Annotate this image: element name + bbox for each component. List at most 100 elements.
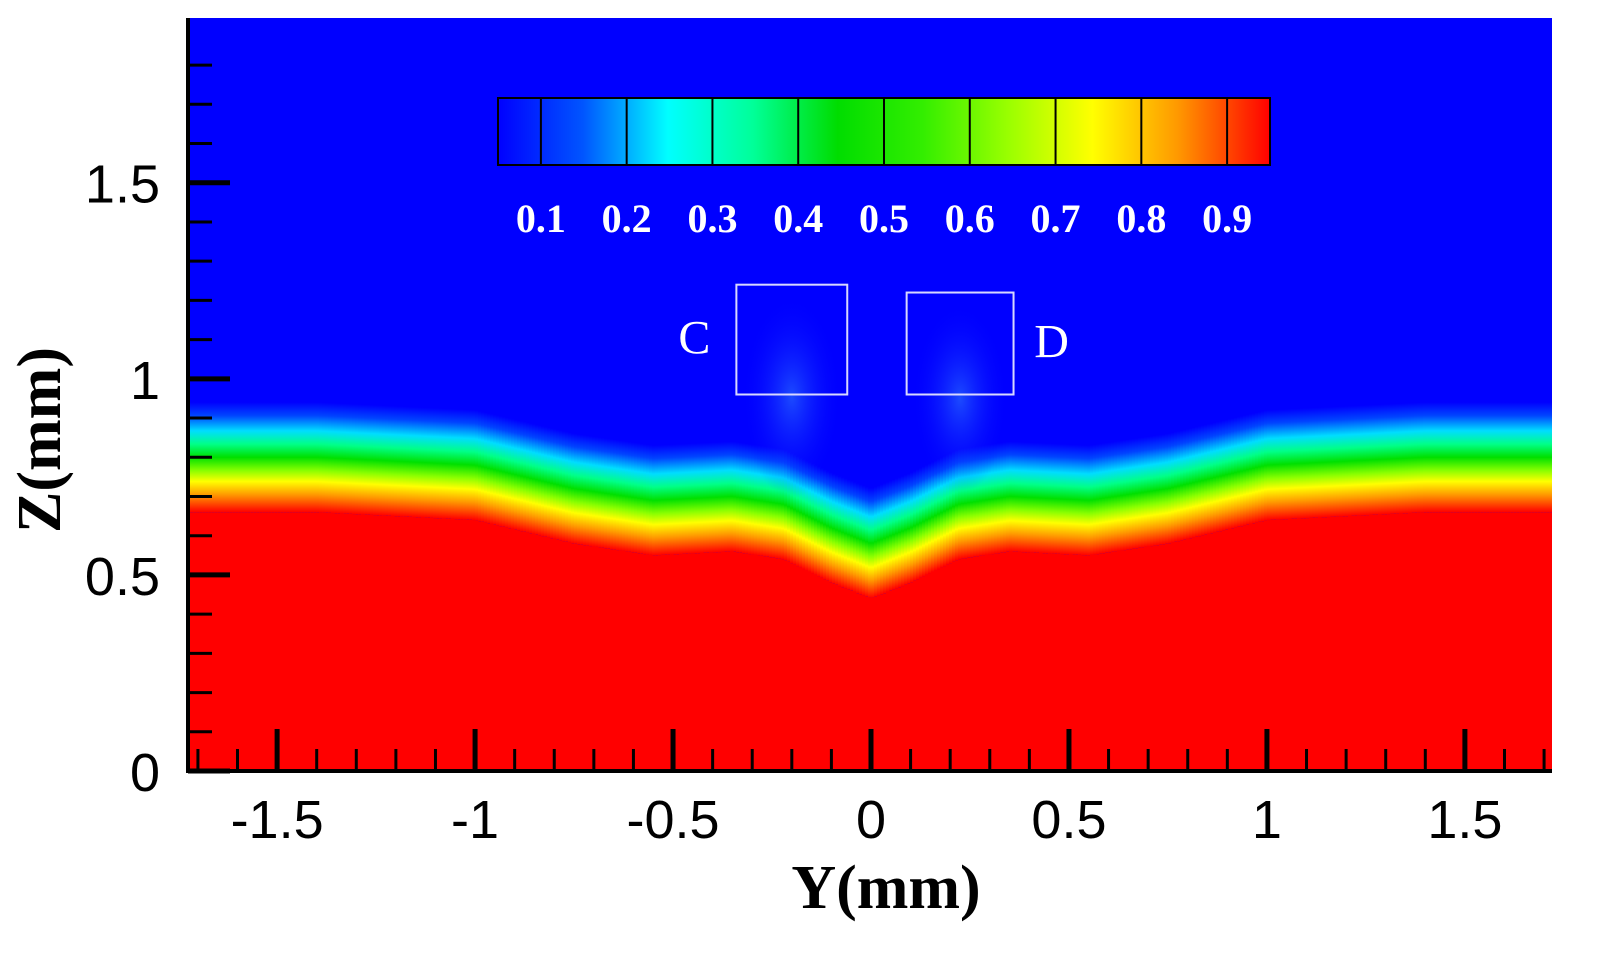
- field-strip: [562, 431, 566, 772]
- field-strip: [886, 481, 890, 772]
- field-strip: [1438, 402, 1442, 772]
- field-strip: [1387, 404, 1391, 772]
- field-strip: [643, 444, 647, 772]
- field-strip: [1159, 434, 1163, 772]
- field-strip: [592, 436, 596, 772]
- field-strip: [1339, 406, 1343, 772]
- field-strip: [448, 408, 452, 772]
- field-strip: [1237, 416, 1241, 772]
- field-strip: [1462, 402, 1466, 772]
- field-strip: [1255, 412, 1259, 772]
- region-box-c: [735, 283, 849, 396]
- field-strip: [1132, 438, 1136, 772]
- field-strip: [733, 441, 737, 772]
- field-strip: [502, 416, 506, 772]
- field-strip: [550, 428, 554, 772]
- y-tick-label: 0: [130, 743, 160, 803]
- field-strip: [1249, 414, 1253, 772]
- field-strip: [808, 461, 812, 772]
- field-strip: [781, 449, 785, 772]
- field-strip: [694, 443, 698, 772]
- field-strip: [1285, 409, 1289, 772]
- field-strip: [262, 402, 266, 772]
- field-strip: [394, 406, 398, 772]
- field-strip: [916, 469, 920, 772]
- field-strip: [763, 446, 767, 772]
- field-strip: [391, 406, 395, 772]
- field-strip: [820, 467, 824, 772]
- y-tick-label: 0.5: [85, 547, 160, 607]
- field-strip: [646, 444, 650, 772]
- field-strip: [1363, 405, 1367, 772]
- field-strip: [832, 473, 836, 772]
- field-strip: [325, 402, 329, 772]
- field-strip: [1393, 403, 1397, 772]
- field-strip: [871, 487, 875, 772]
- field-strip: [220, 402, 224, 772]
- field-strip: [1522, 402, 1526, 772]
- field-strip: [838, 476, 842, 772]
- field-strip: [943, 456, 947, 772]
- field-strip: [361, 404, 365, 772]
- field-strip: [649, 444, 653, 772]
- field-strip: [1288, 408, 1292, 772]
- colorbar-dividers: [539, 98, 1229, 165]
- field-strip: [1126, 439, 1130, 772]
- field-strip: [1153, 435, 1157, 772]
- field-strip: [874, 486, 878, 772]
- field-strip: [910, 472, 914, 772]
- field-strip: [1123, 440, 1127, 772]
- field-strip: [508, 418, 512, 772]
- field-strip: [1306, 408, 1310, 772]
- field-strip: [334, 403, 338, 772]
- field-strip: [295, 402, 299, 772]
- field-strip: [952, 451, 956, 772]
- field-strip: [1360, 405, 1364, 772]
- field-strip: [1231, 418, 1235, 772]
- field-strip: [1300, 408, 1304, 772]
- field-strip: [1549, 402, 1552, 772]
- field-strip: [1417, 402, 1421, 772]
- field-strip: [814, 464, 818, 772]
- field-strip: [274, 402, 278, 772]
- field-strip: [889, 480, 893, 772]
- field-strip: [1327, 407, 1331, 772]
- field-strip: [1204, 424, 1208, 772]
- field-strip: [364, 404, 368, 772]
- field-strip: [1114, 441, 1118, 772]
- field-strip: [283, 402, 287, 772]
- field-strip: [1012, 441, 1016, 772]
- field-strip: [979, 445, 983, 772]
- field-strip: [1420, 402, 1424, 772]
- field-strip: [280, 402, 284, 772]
- field-strip: [523, 421, 527, 772]
- field-strip: [421, 407, 425, 772]
- field-strips: [190, 402, 1552, 772]
- field-strip: [1168, 433, 1172, 772]
- field-strip: [1060, 444, 1064, 772]
- field-strip: [568, 432, 572, 772]
- field-strip: [520, 421, 524, 772]
- field-strip: [1213, 422, 1217, 772]
- field-strip: [1324, 407, 1328, 772]
- field-strip: [382, 405, 386, 772]
- field-strip: [1246, 414, 1250, 772]
- field-strip: [1033, 442, 1037, 772]
- field-strip: [988, 444, 992, 772]
- field-strip: [1411, 402, 1415, 772]
- plume: [911, 302, 1009, 495]
- field-strip: [607, 438, 611, 772]
- field-strip: [724, 441, 728, 772]
- field-strip: [256, 402, 260, 772]
- x-ticks: [196, 729, 1546, 771]
- field-strip: [1543, 402, 1547, 772]
- field-strip: [1342, 406, 1346, 772]
- field-strip: [652, 445, 656, 772]
- field-strip: [898, 477, 902, 772]
- field-strip: [1468, 402, 1472, 772]
- field-strip: [424, 407, 428, 772]
- field-strip: [358, 404, 362, 772]
- field-strip: [244, 402, 248, 772]
- field-strip: [304, 402, 308, 772]
- field-strip: [931, 461, 935, 772]
